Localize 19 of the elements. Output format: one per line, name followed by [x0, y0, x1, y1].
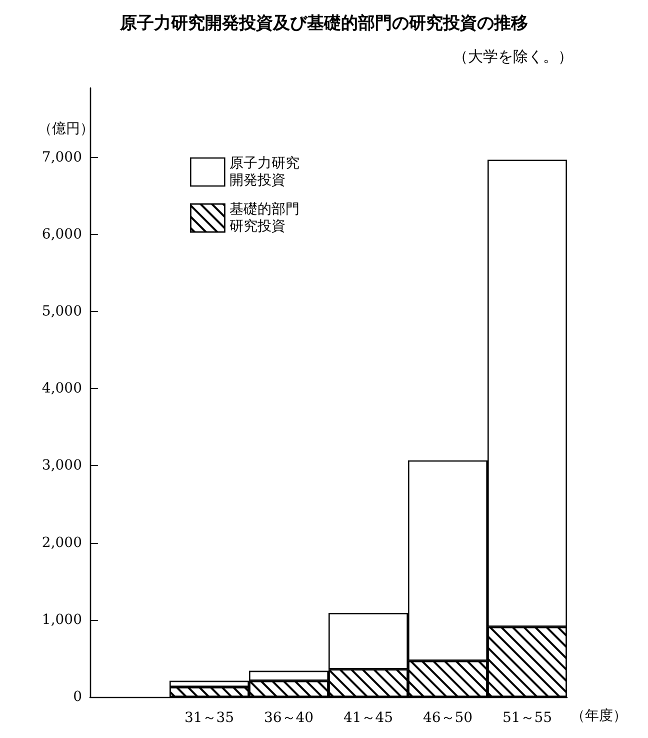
y-tick-label: 3,000	[42, 458, 82, 474]
y-tick-label: 4,000	[42, 380, 82, 397]
y-tick-label: 0	[73, 689, 82, 705]
y-tick-label: 1,000	[42, 612, 82, 628]
x-tick-label: 31～35	[184, 710, 234, 726]
x-axis-title: （年度）	[571, 708, 627, 724]
x-tick-label: 51～55	[502, 710, 552, 726]
y-axis-title: （億円）	[38, 121, 94, 137]
legend-label: 原子力研究開発投資	[230, 156, 300, 188]
y-tick-label: 6,000	[42, 226, 82, 242]
legend-label: 基礎的部門研究投資	[230, 202, 300, 234]
y-tick-label: 5,000	[42, 304, 82, 320]
x-tick-label: 46～50	[422, 710, 473, 726]
chart-subtitle: （大学を除く。）	[453, 48, 573, 66]
x-tick-label: 41～45	[343, 710, 394, 726]
y-tick-label: 7,000	[42, 149, 82, 166]
chart-title: 原子力研究開発投資及び基礎的部門の研究投資の推移	[119, 14, 528, 34]
x-tick-label: 36～40	[264, 710, 314, 726]
y-tick-label: 2,000	[42, 534, 82, 551]
